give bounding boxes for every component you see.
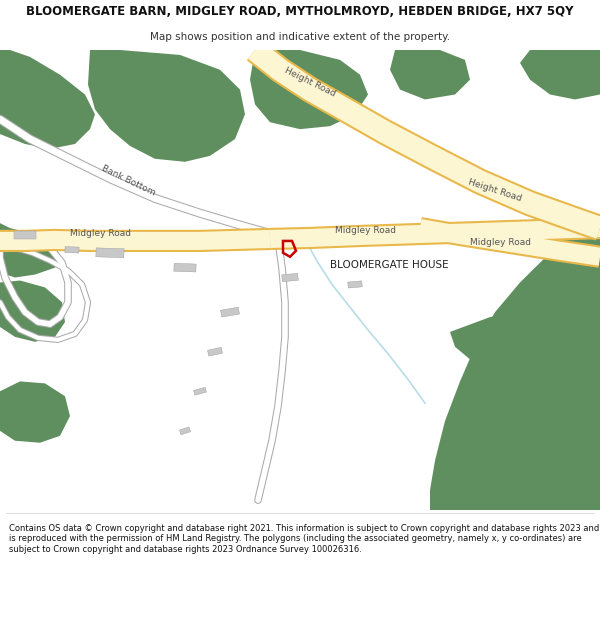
Text: Midgley Road: Midgley Road (70, 229, 131, 238)
Text: BLOOMERGATE HOUSE: BLOOMERGATE HOUSE (330, 260, 449, 270)
Bar (174, 263, 196, 272)
Polygon shape (450, 312, 560, 374)
Text: BLOOMERGATE BARN, MIDGLEY ROAD, MYTHOLMROYD, HEBDEN BRIDGE, HX7 5QY: BLOOMERGATE BARN, MIDGLEY ROAD, MYTHOLMR… (26, 4, 574, 18)
Polygon shape (520, 50, 600, 99)
Bar (194, 388, 206, 395)
Polygon shape (250, 50, 368, 129)
Polygon shape (390, 50, 470, 99)
Bar (14, 231, 36, 239)
Bar (65, 247, 79, 253)
Polygon shape (0, 381, 70, 442)
Bar (282, 273, 298, 282)
Polygon shape (0, 50, 95, 149)
Polygon shape (88, 50, 245, 162)
Bar (348, 281, 362, 288)
Text: Height Road: Height Road (283, 66, 337, 99)
Text: Bank Bottom: Bank Bottom (100, 164, 157, 198)
Text: Height Road: Height Road (467, 177, 523, 203)
Bar (96, 248, 124, 258)
Text: Map shows position and indicative extent of the property.: Map shows position and indicative extent… (150, 32, 450, 43)
Bar (179, 427, 191, 435)
Polygon shape (0, 223, 60, 278)
Text: Midgley Road: Midgley Road (470, 238, 530, 247)
Bar (208, 348, 223, 356)
Text: Contains OS data © Crown copyright and database right 2021. This information is : Contains OS data © Crown copyright and d… (9, 524, 599, 554)
Polygon shape (430, 228, 600, 510)
Text: Midgley Road: Midgley Road (335, 226, 396, 235)
Polygon shape (0, 281, 65, 342)
Bar (221, 308, 239, 317)
